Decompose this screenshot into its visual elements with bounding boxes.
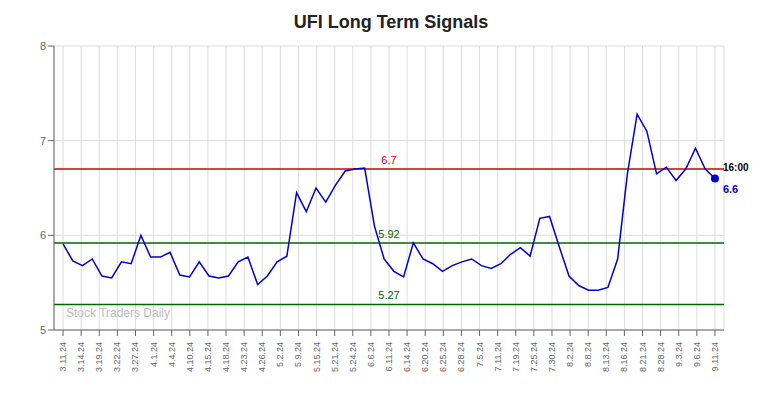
svg-text:5: 5: [40, 324, 46, 336]
svg-text:6.20.24: 6.20.24: [420, 342, 430, 372]
svg-text:4.1.24: 4.1.24: [149, 342, 159, 367]
svg-text:3.19.24: 3.19.24: [94, 342, 104, 372]
svg-text:5.2.24: 5.2.24: [275, 342, 285, 367]
svg-text:4.23.24: 4.23.24: [239, 342, 249, 372]
svg-text:5.9.24: 5.9.24: [293, 342, 303, 367]
svg-text:8.21.24: 8.21.24: [638, 342, 648, 372]
svg-text:6.7: 6.7: [381, 154, 396, 166]
svg-text:8.28.24: 8.28.24: [656, 342, 666, 372]
svg-text:6.6: 6.6: [723, 183, 738, 195]
svg-text:4.10.24: 4.10.24: [185, 342, 195, 372]
svg-text:6: 6: [40, 229, 46, 241]
svg-text:3.14.24: 3.14.24: [76, 342, 86, 372]
svg-text:4.4.24: 4.4.24: [167, 342, 177, 367]
svg-text:3.11.24: 3.11.24: [58, 342, 68, 371]
svg-text:6.28.24: 6.28.24: [456, 342, 466, 372]
svg-text:7.19.24: 7.19.24: [511, 342, 521, 372]
svg-text:7: 7: [40, 135, 46, 147]
svg-text:8: 8: [40, 40, 46, 52]
svg-text:4.15.24: 4.15.24: [203, 342, 213, 372]
svg-text:5.24.24: 5.24.24: [348, 342, 358, 372]
svg-text:6.14.24: 6.14.24: [402, 342, 412, 372]
svg-text:6.25.24: 6.25.24: [438, 342, 448, 372]
svg-text:5.92: 5.92: [378, 228, 399, 240]
svg-text:6.11.24: 6.11.24: [384, 342, 394, 371]
svg-text:7.11.24: 7.11.24: [493, 342, 503, 371]
svg-text:7.25.24: 7.25.24: [529, 342, 539, 372]
svg-text:9.3.24: 9.3.24: [674, 342, 684, 367]
svg-text:5.21.24: 5.21.24: [330, 342, 340, 372]
svg-text:3.27.24: 3.27.24: [130, 342, 140, 372]
svg-text:8.13.24: 8.13.24: [601, 342, 611, 372]
svg-text:7.30.24: 7.30.24: [547, 342, 557, 372]
svg-text:4.26.24: 4.26.24: [257, 342, 267, 372]
svg-text:4.18.24: 4.18.24: [221, 342, 231, 372]
svg-text:16:00: 16:00: [723, 162, 749, 173]
svg-text:8.2.24: 8.2.24: [565, 342, 575, 367]
svg-text:9.11.24: 9.11.24: [710, 342, 720, 371]
svg-text:8.16.24: 8.16.24: [619, 342, 629, 372]
svg-text:7.5.24: 7.5.24: [475, 342, 485, 367]
svg-text:9.6.24: 9.6.24: [692, 342, 702, 367]
svg-text:3.22.24: 3.22.24: [112, 342, 122, 372]
html-text:Stock Traders Daily: Stock Traders Daily: [66, 306, 170, 320]
svg-text:6.6.24: 6.6.24: [366, 342, 376, 367]
svg-text:5.15.24: 5.15.24: [312, 342, 322, 372]
svg-text:5.27: 5.27: [378, 289, 399, 301]
svg-text:8.8.24: 8.8.24: [583, 342, 593, 367]
html-text:UFI Long Term Signals: UFI Long Term Signals: [293, 12, 489, 32]
